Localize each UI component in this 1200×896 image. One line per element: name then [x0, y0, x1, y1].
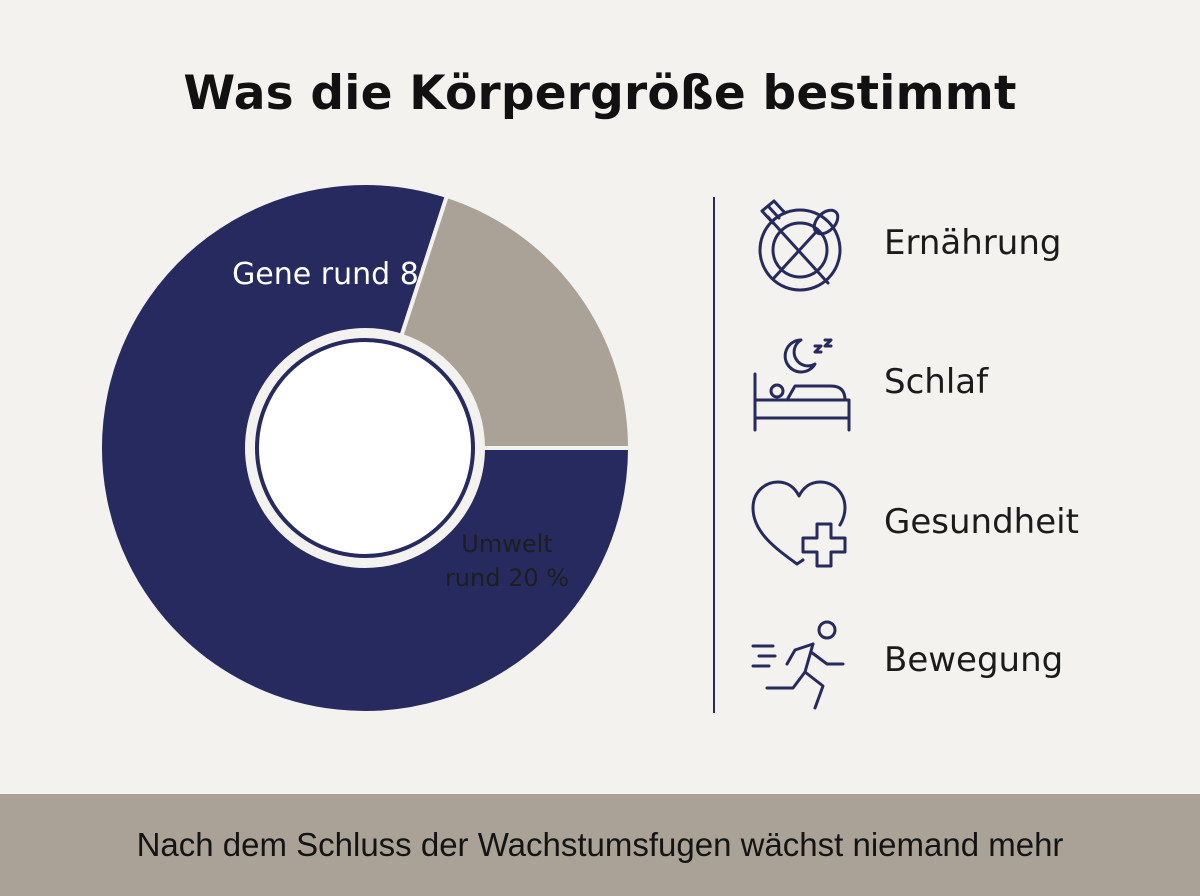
donut-chart: Gene rund 80 %Umwelt rund 20 %	[98, 181, 633, 715]
running-person-icon	[751, 620, 845, 710]
donut-slice	[398, 193, 633, 450]
heart-plus-icon	[751, 480, 847, 568]
divider	[713, 197, 715, 713]
slice-label: Umwelt rund 20 %	[445, 530, 569, 592]
factor-gesundheit: Gesundheit	[745, 474, 1165, 574]
page-title: Was die Körpergröße bestimmt	[183, 66, 1017, 121]
factor-label: Schlaf	[884, 362, 989, 402]
footer-text: Nach dem Schluss der Wachstumsfugen wäch…	[136, 826, 1064, 863]
factor-bewegung: Bewegung	[745, 612, 1165, 712]
fork-spoon-plate-icon	[758, 199, 842, 292]
footer-bar: Nach dem Schluss der Wachstumsfugen wäch…	[0, 794, 1200, 896]
donut-center	[255, 338, 475, 558]
donut-slice	[98, 181, 633, 715]
sleep-bed-moon-icon	[753, 338, 851, 432]
factor-schlaf: Schlaf	[745, 334, 1165, 434]
factor-label: Ernährung	[884, 223, 1062, 263]
factor-ernaehrung: Ernährung	[745, 195, 1165, 295]
factor-label: Gesundheit	[884, 502, 1079, 542]
factor-label: Bewegung	[884, 640, 1064, 680]
